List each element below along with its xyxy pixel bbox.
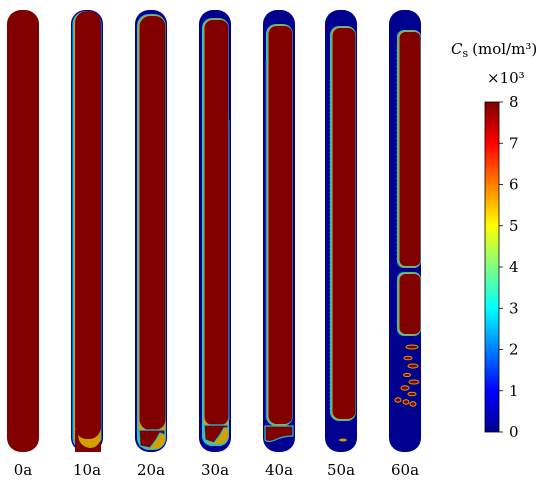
column-50a [325, 10, 357, 452]
column-10a [71, 10, 103, 452]
column-labels: 0a 10a 20a 30a 40a 50a 60a [14, 461, 419, 479]
colorbar-tick-6: 6 [509, 176, 519, 194]
label-20a: 20a [137, 461, 165, 479]
label-0a: 0a [14, 461, 33, 479]
colorbar-tick-1: 1 [509, 382, 519, 400]
colorbar-ticks [499, 101, 503, 433]
colorbar-multiplier: ×10³ [487, 69, 525, 87]
column-30a [199, 10, 231, 452]
column-20a [135, 10, 167, 452]
colorbar-title: Cs (mol/m³) [451, 40, 537, 60]
colorbar-tick-5: 5 [509, 217, 519, 235]
colorbar-tick-8: 8 [509, 93, 519, 111]
column-60a [389, 10, 421, 452]
column-40a [263, 10, 295, 452]
label-10a: 10a [73, 461, 101, 479]
colorbar-gradient [484, 101, 500, 433]
label-50a: 50a [327, 461, 355, 479]
colorbar-tick-0: 0 [509, 423, 519, 441]
label-40a: 40a [265, 461, 293, 479]
colorbar-tick-4: 4 [509, 258, 519, 276]
column-0a [7, 10, 39, 452]
label-60a: 60a [391, 461, 419, 479]
colorbar-tick-3: 3 [509, 299, 519, 317]
colorbar-tick-7: 7 [509, 134, 519, 152]
colorbar: Cs (mol/m³) ×10³ 8 7 6 5 4 3 2 1 0 [451, 40, 537, 441]
label-30a: 30a [201, 461, 229, 479]
colorbar-tick-2: 2 [509, 341, 519, 359]
